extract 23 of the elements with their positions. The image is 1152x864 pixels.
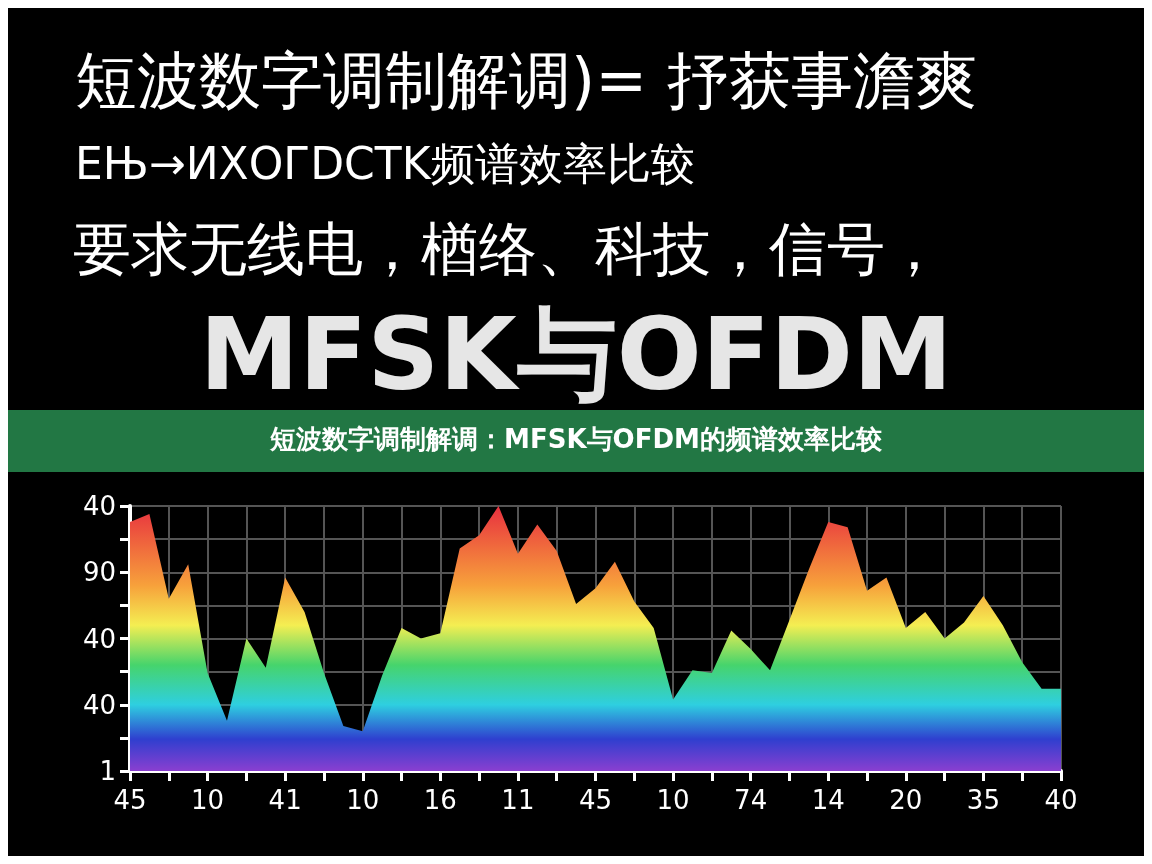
chart-subtitle: ЕЊ→ИХОГDCTK频谱效率比较 [75, 137, 695, 189]
x-tick-label: 35 [966, 785, 1000, 815]
x-tick-label: 10 [346, 785, 380, 815]
chart-title: 短波数字调制解调)= 抒获事澹爽 [75, 43, 977, 117]
x-tick-label: 11 [501, 785, 535, 815]
x-tick-label: 20 [889, 785, 923, 815]
text: 短波数字调制解调：MFSK与OFDM的频谱效率比较 [269, 424, 883, 454]
text: 40 [82, 491, 116, 521]
x-tick-label: 14 [811, 785, 845, 815]
text: 40 [82, 689, 116, 720]
text: 1 [99, 756, 116, 786]
x-tick-label: 10 [191, 785, 225, 815]
text: 要求无线电，楢络、科技，信号， [73, 215, 943, 283]
x-tick-label: 45 [578, 785, 613, 815]
x-tick-label: 10 [656, 785, 690, 815]
text: 90 [82, 557, 116, 588]
x-tick-label: 41 [268, 785, 302, 815]
x-tick-label: 16 [423, 785, 457, 815]
x-tick-label: 45 [113, 785, 147, 815]
text: 40 [82, 623, 116, 654]
text: MFSK与OFDM [199, 295, 953, 413]
x-tick-label: 74 [734, 785, 768, 815]
x-tick-label: 40 [1044, 785, 1078, 815]
